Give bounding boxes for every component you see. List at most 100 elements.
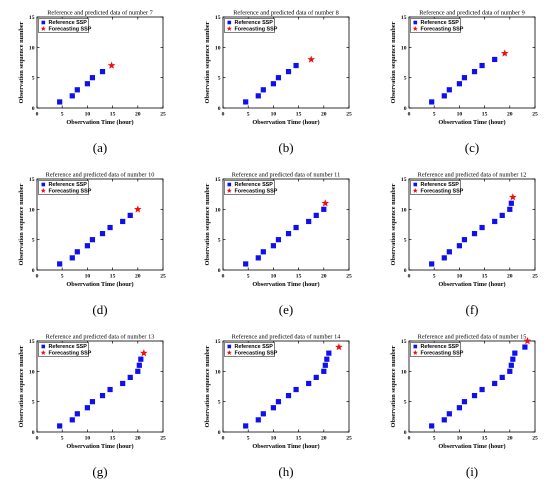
y-axis-label: Observation sequence number — [204, 345, 211, 427]
reference-point — [84, 81, 90, 87]
legend-reference-label: Reference SSP — [49, 344, 88, 350]
reference-point — [321, 368, 327, 374]
y-tick-label: 10 — [401, 207, 407, 213]
chart-title: Reference and predicted data of number 1… — [232, 334, 342, 341]
y-tick-label: 10 — [29, 207, 35, 213]
legend-reference-label: Reference SSP — [235, 182, 274, 188]
x-axis-label: Observation Time (hour) — [66, 119, 133, 126]
x-axis-label: Observation Time (hour) — [438, 119, 505, 126]
reference-point — [471, 69, 478, 75]
panel-caption: (f) — [466, 302, 479, 317]
x-tick-label: 15 — [296, 436, 302, 442]
panel-caption: (d) — [92, 302, 107, 317]
x-tick-label: 20 — [507, 274, 513, 280]
x-tick-label: 20 — [507, 436, 513, 442]
x-tick-label: 20 — [321, 112, 327, 118]
forecast-point — [321, 199, 330, 207]
plot-frame — [408, 178, 536, 271]
reference-point — [84, 243, 90, 249]
y-tick-label: 5 — [218, 76, 221, 82]
forecast-point — [107, 61, 116, 69]
y-tick-label: 5 — [32, 238, 35, 244]
legend-box — [38, 180, 89, 195]
legend-reference-label: Reference SSP — [235, 344, 274, 350]
reference-point — [260, 249, 266, 255]
legend-reference-marker — [41, 182, 46, 187]
legend-forecast-label: Forecasting SSP — [235, 27, 278, 33]
chart-panel: Reference and predicted data of number 1… — [204, 172, 352, 318]
reference-point — [522, 344, 528, 350]
y-tick-label: 15 — [401, 15, 407, 21]
reference-point — [507, 368, 513, 374]
legend-box — [410, 18, 461, 33]
x-tick-label: 10 — [457, 436, 463, 442]
x-tick-label: 0 — [222, 274, 225, 280]
forecast-point — [523, 337, 532, 345]
plot-frame — [36, 16, 164, 109]
reference-point — [99, 69, 106, 75]
legend-reference-label: Reference SSP — [421, 20, 460, 26]
legend-forecast-label: Forecasting SSP — [235, 351, 278, 357]
x-tick-label: 5 — [247, 112, 250, 118]
x-tick-label: 25 — [160, 436, 166, 442]
reference-point — [127, 212, 133, 218]
legend-reference-marker — [227, 20, 232, 25]
y-tick-label: 15 — [29, 177, 35, 183]
y-tick-label: 0 — [32, 268, 35, 274]
y-tick-label: 0 — [404, 268, 407, 274]
forecast-point — [140, 349, 148, 357]
x-tick-label: 15 — [296, 112, 302, 118]
forecast-point — [335, 343, 343, 351]
y-tick-label: 0 — [218, 430, 221, 436]
x-tick-label: 5 — [433, 436, 436, 442]
x-tick-label: 15 — [482, 112, 488, 118]
x-tick-label: 25 — [346, 274, 352, 280]
legend-forecast-marker — [226, 350, 232, 355]
x-axis-label: Observation Time (hour) — [438, 443, 505, 450]
legend-box — [38, 18, 89, 33]
reference-point — [492, 380, 498, 387]
y-tick-label: 0 — [404, 430, 407, 436]
forecast-point — [307, 55, 315, 63]
forecast-point — [134, 205, 142, 213]
legend-forecast-label: Forecasting SSP — [235, 189, 278, 195]
plot-frame — [36, 178, 164, 271]
reference-point — [270, 243, 276, 249]
y-axis-label: Observation sequence number — [18, 21, 25, 103]
plot-frame — [36, 340, 164, 433]
legend-reference-marker — [413, 20, 418, 25]
reference-point — [471, 231, 478, 237]
reference-point — [69, 255, 75, 261]
y-tick-label: 10 — [29, 369, 35, 375]
reference-point — [285, 231, 292, 237]
chart-panel: Reference and predicted data of number 7… — [18, 10, 166, 156]
x-tick-label: 10 — [85, 436, 91, 442]
panel-caption: (c) — [465, 140, 479, 155]
reference-point — [74, 87, 80, 93]
x-tick-label: 5 — [61, 436, 64, 442]
panel-caption: (g) — [92, 464, 107, 479]
legend-reference-marker — [413, 182, 418, 187]
reference-point — [99, 231, 106, 237]
reference-point — [446, 411, 452, 417]
legend-forecast-marker — [40, 350, 46, 355]
reference-point — [306, 380, 312, 387]
reference-point — [255, 255, 261, 261]
reference-point — [313, 212, 319, 218]
reference-point — [461, 75, 468, 81]
legend-forecast-marker — [40, 188, 46, 193]
legend-forecast-marker — [412, 350, 418, 355]
y-tick-label: 0 — [32, 430, 35, 436]
y-tick-label: 5 — [404, 238, 407, 244]
x-tick-label: 25 — [532, 112, 538, 118]
reference-point — [285, 393, 292, 399]
reference-point — [285, 69, 292, 75]
forecast-point — [500, 49, 509, 57]
reference-point — [57, 99, 63, 105]
y-axis-label: Observation sequence number — [390, 21, 397, 103]
reference-point — [508, 200, 514, 206]
panel-caption: (h) — [278, 464, 293, 479]
reference-point — [69, 417, 75, 423]
y-tick-label: 10 — [215, 45, 221, 51]
